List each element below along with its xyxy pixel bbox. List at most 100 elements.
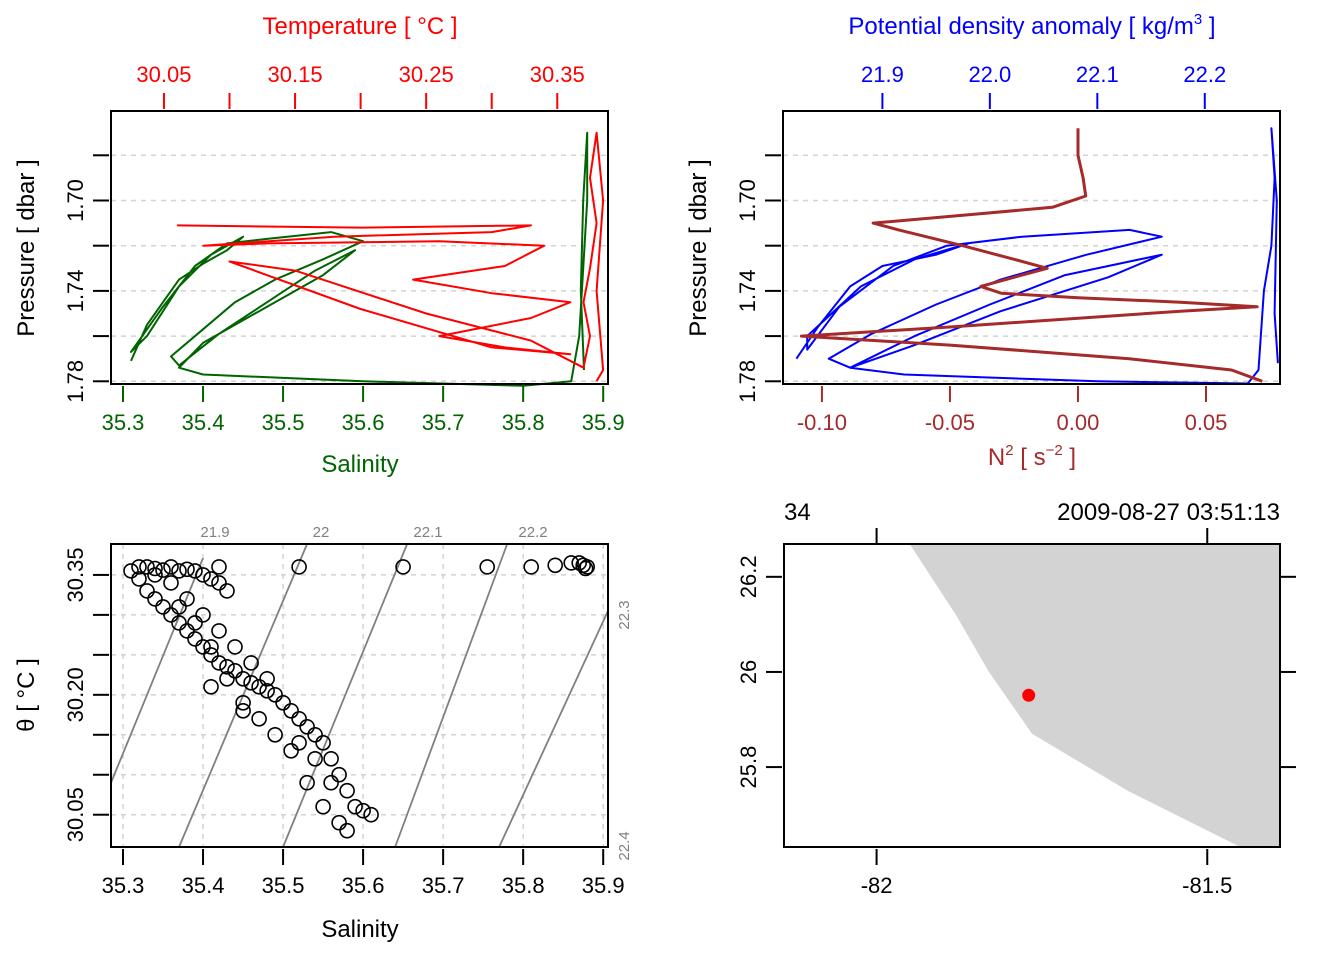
ts-point-7 — [179, 561, 195, 578]
isopycnal-label-1: 22 — [313, 524, 330, 541]
p4-lat-tick-label-2: 26.2 — [736, 555, 761, 598]
land-polygon — [909, 544, 1280, 847]
ts-point-38 — [331, 766, 347, 783]
p1-salinity-tick-label-1: 35.4 — [182, 410, 225, 435]
ts-point-23 — [211, 655, 227, 671]
ts-point-46 — [299, 774, 315, 791]
ts-point-25 — [227, 662, 243, 679]
p2-bottom-title-sup1: 2 — [1005, 442, 1013, 459]
isopycnal-line-0 — [110, 557, 204, 784]
ts-point-26 — [235, 670, 251, 687]
p1-series-temperature — [177, 131, 605, 382]
ts-point-57 — [243, 655, 259, 671]
ts-point-48 — [267, 726, 283, 743]
p1-y-axis-title: Pressure [ dbar ] — [13, 159, 40, 336]
ts-point-6 — [171, 563, 187, 579]
ts-point-32 — [283, 702, 299, 719]
ts-point-33 — [291, 710, 307, 727]
ts-point-12 — [219, 583, 235, 599]
ts-point-14 — [139, 583, 155, 599]
ts-point-53 — [187, 615, 203, 631]
p1-salinity-tick-label-2: 35.5 — [262, 410, 305, 435]
density-n2-panel: -0.10 -0.05 0.00 0.05 21.9 22.0 22.1 22.2 1.70 1.… — [685, 11, 1281, 471]
p4-lon-tick-label-0: -82 — [861, 873, 893, 898]
ts-point-35 — [307, 726, 323, 743]
ts-point-55 — [211, 623, 227, 639]
p2-bottom-title-n: N — [988, 444, 1005, 471]
ts-point-47 — [283, 742, 299, 759]
p4-lat-tick-label-0: 25.8 — [736, 746, 761, 789]
p2-pressure-tick-label-5: 1.78 — [735, 360, 760, 403]
p2-n2-tick-label-1: -0.05 — [925, 410, 975, 435]
isopycnal-line-4 — [498, 610, 609, 848]
isopycnal-label-4: 22.3 — [616, 600, 633, 629]
p4-lon-tick-label-1: -81.5 — [1182, 873, 1232, 898]
station-map-panel: -82 -81.5 25.8 26 26.2 34 2009-08-27 03:51:1… — [736, 499, 1296, 898]
ts-point-29 — [259, 682, 275, 699]
ts-point-49 — [251, 710, 267, 727]
p3-salinity-tick-label-3: 35.6 — [342, 873, 385, 898]
ts-point-28 — [251, 678, 267, 695]
p2-axes: -0.10 -0.05 0.00 0.05 21.9 22.0 22.1 22.2 1.70 1.… — [735, 62, 1227, 435]
ts-point-54 — [171, 599, 187, 615]
p3-y-axis-title: θ [ °C ] — [13, 658, 40, 732]
ts-point-68 — [211, 559, 227, 575]
p3-x-axis-title: Salinity — [321, 916, 398, 943]
ts-point-62 — [147, 567, 163, 583]
p2-top-axis-title: Potential density anomaly [ kg/m3 ] — [848, 11, 1215, 40]
ts-point-50 — [235, 694, 251, 711]
p2-series-density — [795, 127, 1279, 385]
ts-point-0 — [123, 563, 139, 579]
p2-bottom-axis-title: N2 [ s−2 ] — [988, 442, 1076, 471]
p4-lat-tick-label-1: 26 — [736, 660, 761, 684]
p3-frame — [110, 543, 609, 848]
ts-point-2 — [139, 559, 155, 575]
station-id-label: 34 — [784, 499, 811, 526]
ts-point-11 — [211, 575, 227, 591]
ts-point-3 — [147, 560, 163, 577]
ts-point-15 — [147, 591, 163, 607]
isopycnal-label-3: 22.2 — [518, 524, 547, 541]
ts-point-71 — [479, 559, 496, 575]
ts-point-10 — [203, 571, 219, 587]
p3-theta-tick-label-0: 30.05 — [63, 787, 88, 842]
p3-data — [123, 555, 596, 839]
station-marker — [1022, 688, 1036, 702]
p1-salinity-tick-label-6: 35.9 — [582, 410, 625, 435]
ts-point-13 — [131, 571, 147, 587]
ts-point-24 — [219, 658, 235, 675]
ts-point-31 — [275, 694, 291, 711]
ts-point-66 — [307, 750, 323, 767]
p2-n2-tick-label-3: 0.05 — [1185, 410, 1228, 435]
ts-point-77 — [579, 559, 596, 575]
p2-grid — [783, 154, 1280, 383]
ts-point-40 — [347, 798, 363, 815]
p4-axes: -82 -81.5 25.8 26 26.2 — [736, 528, 1296, 898]
ts-point-4 — [155, 562, 171, 578]
p1-pressure-tick-label-5: 1.78 — [63, 360, 88, 403]
p2-top-title-main: Potential density anomaly [ kg/m — [848, 13, 1194, 40]
p1-top-axis-title: Temperature [ °C ] — [263, 13, 458, 40]
isopycnal-line-3 — [394, 543, 509, 848]
isopycnal-label-0: 21.9 — [200, 524, 229, 541]
p1-salinity-tick-label-3: 35.6 — [342, 410, 385, 435]
ts-point-27 — [243, 674, 259, 691]
p2-density-tick-label-1: 22.0 — [968, 62, 1011, 87]
p3-axes: 35.3 35.4 35.5 35.6 35.7 35.8 35.9 30.05 30.20 30… — [63, 547, 625, 898]
ts-point-58 — [259, 670, 275, 687]
p2-data — [795, 127, 1279, 385]
ts-point-17 — [163, 607, 179, 623]
p1-temperature-tick-label-0: 30.05 — [136, 62, 191, 87]
ts-point-61 — [163, 575, 179, 591]
ts-point-60 — [179, 591, 195, 607]
ts-point-18 — [171, 615, 187, 631]
ts-point-34 — [299, 718, 315, 735]
ts-point-52 — [203, 639, 219, 655]
p3-theta-tick-label-6: 30.35 — [63, 547, 88, 602]
p1-salinity-tick-label-4: 35.7 — [422, 410, 465, 435]
isopycnal-label-5: 22.4 — [616, 831, 633, 860]
p1-pressure-tick-label-3: 1.74 — [63, 269, 88, 312]
ts-point-67 — [323, 774, 339, 791]
p2-bottom-title-mid: [ s — [1014, 444, 1046, 471]
p1-grid — [111, 154, 608, 383]
